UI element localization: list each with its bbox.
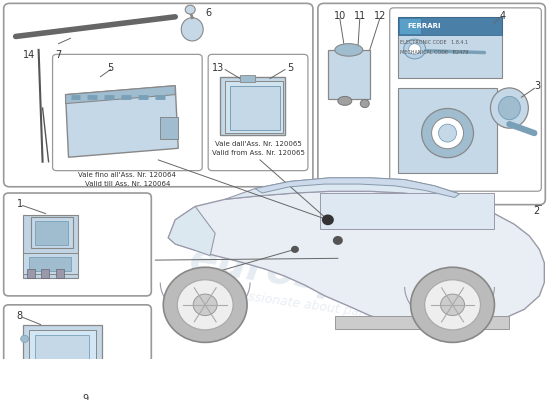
Bar [23,253,78,274]
Circle shape [441,294,465,316]
Text: Vale dall'Ass. Nr. 120065
Valid from Ass. Nr. 120065: Vale dall'Ass. Nr. 120065 Valid from Ass… [212,141,305,156]
Bar [35,335,90,366]
Bar [220,77,285,135]
Ellipse shape [335,44,363,56]
Circle shape [193,294,217,316]
Text: MECHANICAL CODE   B2479: MECHANICAL CODE B2479 [400,50,468,55]
Polygon shape [168,206,215,256]
Bar [399,18,421,34]
Ellipse shape [338,96,352,105]
Bar [160,117,178,139]
FancyBboxPatch shape [4,193,151,296]
Circle shape [291,246,299,253]
Circle shape [177,280,233,330]
Text: ELECTRONIC CODE   1.8.4.1: ELECTRONIC CODE 1.8.4.1 [400,40,468,45]
Bar [56,269,64,278]
Bar [398,17,502,35]
FancyBboxPatch shape [390,8,541,191]
Ellipse shape [491,88,529,128]
Ellipse shape [438,124,456,142]
Text: 5: 5 [107,63,113,73]
Text: 11: 11 [354,12,366,22]
Bar [26,269,35,278]
Circle shape [425,280,481,330]
Circle shape [411,267,494,342]
Bar [23,215,78,278]
FancyBboxPatch shape [4,305,151,400]
Text: 9: 9 [82,394,89,400]
Text: 2: 2 [533,206,540,216]
FancyBboxPatch shape [53,54,202,171]
Ellipse shape [404,39,426,59]
Bar [35,221,68,245]
Text: 8: 8 [16,311,23,321]
Bar [41,269,48,278]
Bar [398,88,497,173]
Text: 4: 4 [499,12,505,22]
Bar [225,81,283,133]
Polygon shape [168,191,544,327]
Bar [335,316,509,329]
FancyBboxPatch shape [4,3,313,187]
FancyBboxPatch shape [318,3,545,205]
Text: 14: 14 [23,50,35,60]
Text: 12: 12 [373,12,386,22]
Ellipse shape [21,335,29,342]
Ellipse shape [432,118,464,149]
Text: FERRARI: FERRARI [408,23,441,29]
Bar [240,75,255,82]
Bar [29,330,96,371]
Polygon shape [65,86,178,157]
Circle shape [333,236,343,245]
Text: Vale fino all'Ass. Nr. 120064
Valid till Ass. Nr. 120064: Vale fino all'Ass. Nr. 120064 Valid till… [79,172,177,187]
Text: 3: 3 [535,81,541,91]
Text: 13: 13 [212,63,224,73]
Polygon shape [255,178,460,198]
Text: 6: 6 [205,8,211,18]
Text: eurospares: eurospares [186,239,453,317]
Bar [29,256,70,271]
Text: passionate about parts since 1988: passionate about parts since 1988 [232,288,448,331]
Ellipse shape [185,5,195,14]
Text: 1: 1 [16,199,23,209]
Bar [320,193,494,229]
FancyBboxPatch shape [208,54,308,171]
Bar [398,17,502,78]
Text: 10: 10 [334,12,346,22]
Bar [23,324,102,376]
Bar [328,50,370,99]
Ellipse shape [422,108,474,158]
Text: 7: 7 [56,50,62,60]
Ellipse shape [498,96,520,120]
Circle shape [163,267,247,342]
Ellipse shape [182,18,203,41]
Ellipse shape [19,366,31,376]
Polygon shape [225,178,475,205]
Bar [230,86,280,130]
Text: 5: 5 [287,63,293,73]
Circle shape [322,214,334,225]
Polygon shape [65,86,175,104]
Ellipse shape [82,366,95,376]
Ellipse shape [360,100,369,108]
Ellipse shape [409,44,421,54]
Bar [31,217,73,248]
